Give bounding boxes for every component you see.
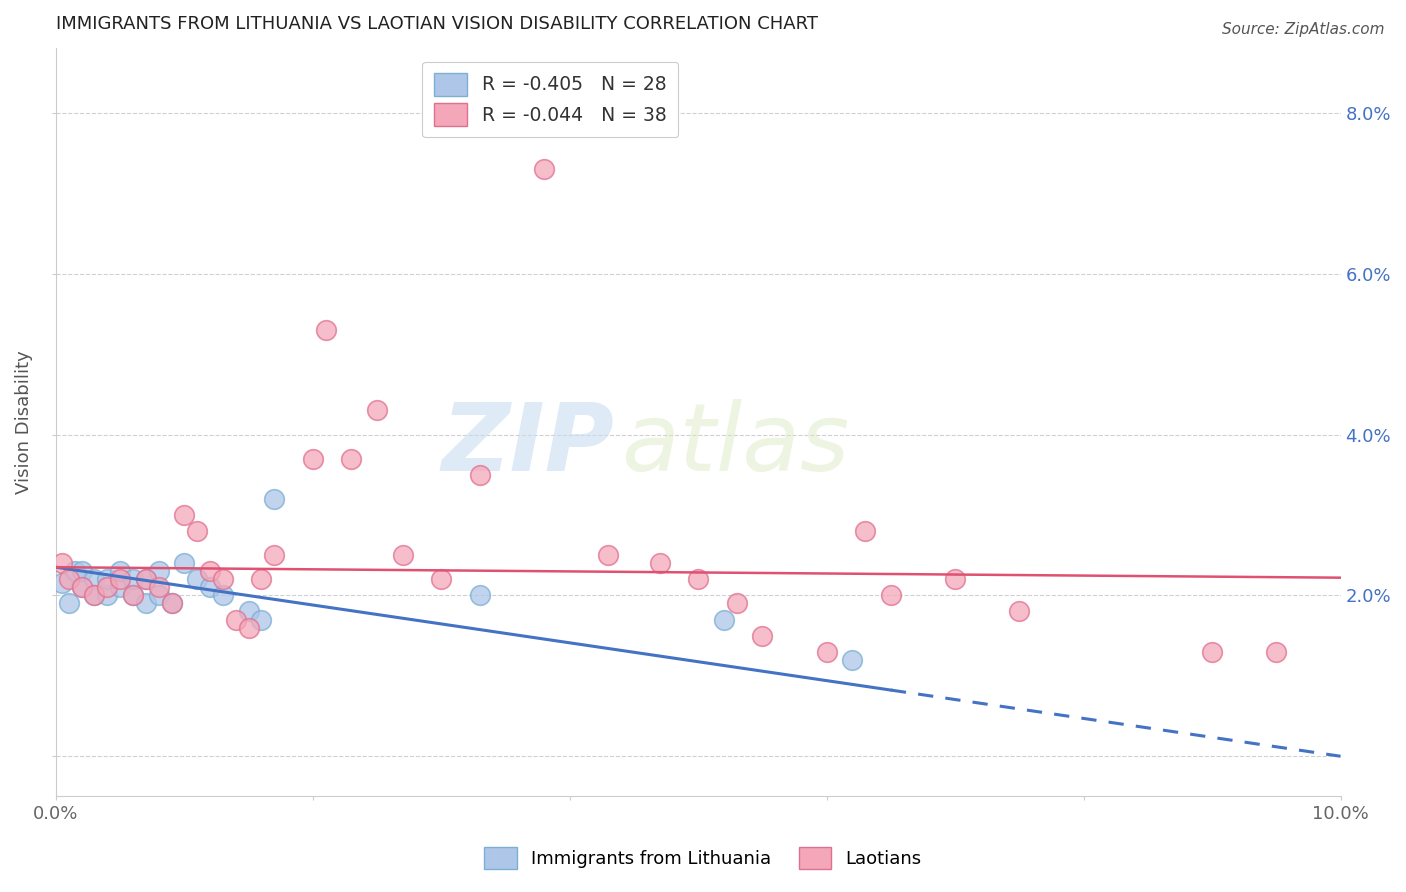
Point bbox=[250, 613, 273, 627]
Text: atlas: atlas bbox=[621, 400, 849, 491]
Point bbox=[391, 548, 413, 562]
Point bbox=[148, 580, 170, 594]
Point bbox=[238, 621, 260, 635]
Y-axis label: Vision Disability: Vision Disability bbox=[15, 351, 32, 494]
Point bbox=[160, 596, 183, 610]
Point bbox=[135, 572, 157, 586]
Point bbox=[83, 588, 105, 602]
Point bbox=[468, 467, 491, 482]
Point bbox=[160, 596, 183, 610]
Point bbox=[468, 588, 491, 602]
Point bbox=[238, 604, 260, 618]
Point bbox=[70, 580, 93, 594]
Point bbox=[315, 323, 337, 337]
Point bbox=[302, 451, 325, 466]
Point bbox=[148, 564, 170, 578]
Point bbox=[880, 588, 903, 602]
Point bbox=[598, 548, 620, 562]
Point bbox=[186, 572, 208, 586]
Point bbox=[725, 596, 748, 610]
Point bbox=[58, 596, 80, 610]
Point bbox=[51, 576, 73, 591]
Legend: R = -0.405   N = 28, R = -0.044   N = 38: R = -0.405 N = 28, R = -0.044 N = 38 bbox=[422, 62, 679, 137]
Point bbox=[713, 613, 735, 627]
Point bbox=[751, 629, 773, 643]
Text: Source: ZipAtlas.com: Source: ZipAtlas.com bbox=[1222, 22, 1385, 37]
Point bbox=[108, 564, 131, 578]
Point bbox=[1265, 645, 1288, 659]
Point bbox=[841, 653, 863, 667]
Point bbox=[212, 572, 235, 586]
Point bbox=[943, 572, 966, 586]
Point bbox=[108, 580, 131, 594]
Point bbox=[225, 613, 247, 627]
Point bbox=[58, 572, 80, 586]
Point bbox=[173, 556, 195, 570]
Point bbox=[688, 572, 710, 586]
Point bbox=[108, 572, 131, 586]
Point bbox=[263, 491, 285, 506]
Legend: Immigrants from Lithuania, Laotians: Immigrants from Lithuania, Laotians bbox=[477, 839, 929, 876]
Point bbox=[186, 524, 208, 538]
Point bbox=[430, 572, 453, 586]
Point bbox=[198, 580, 221, 594]
Point bbox=[648, 556, 671, 570]
Point bbox=[122, 588, 145, 602]
Point bbox=[212, 588, 235, 602]
Point bbox=[135, 572, 157, 586]
Point bbox=[96, 580, 118, 594]
Point bbox=[263, 548, 285, 562]
Point bbox=[96, 572, 118, 586]
Point bbox=[533, 162, 555, 177]
Point bbox=[340, 451, 363, 466]
Point bbox=[173, 508, 195, 522]
Point bbox=[63, 564, 86, 578]
Point bbox=[51, 556, 73, 570]
Point bbox=[122, 572, 145, 586]
Point bbox=[1008, 604, 1031, 618]
Point bbox=[148, 588, 170, 602]
Point bbox=[366, 403, 388, 417]
Point bbox=[198, 564, 221, 578]
Point bbox=[815, 645, 838, 659]
Point bbox=[1201, 645, 1223, 659]
Point bbox=[250, 572, 273, 586]
Point bbox=[83, 572, 105, 586]
Point bbox=[70, 580, 93, 594]
Point bbox=[83, 588, 105, 602]
Point bbox=[135, 596, 157, 610]
Text: IMMIGRANTS FROM LITHUANIA VS LAOTIAN VISION DISABILITY CORRELATION CHART: IMMIGRANTS FROM LITHUANIA VS LAOTIAN VIS… bbox=[56, 15, 818, 33]
Point bbox=[122, 588, 145, 602]
Point bbox=[70, 564, 93, 578]
Point bbox=[96, 588, 118, 602]
Point bbox=[853, 524, 876, 538]
Text: ZIP: ZIP bbox=[441, 399, 614, 491]
